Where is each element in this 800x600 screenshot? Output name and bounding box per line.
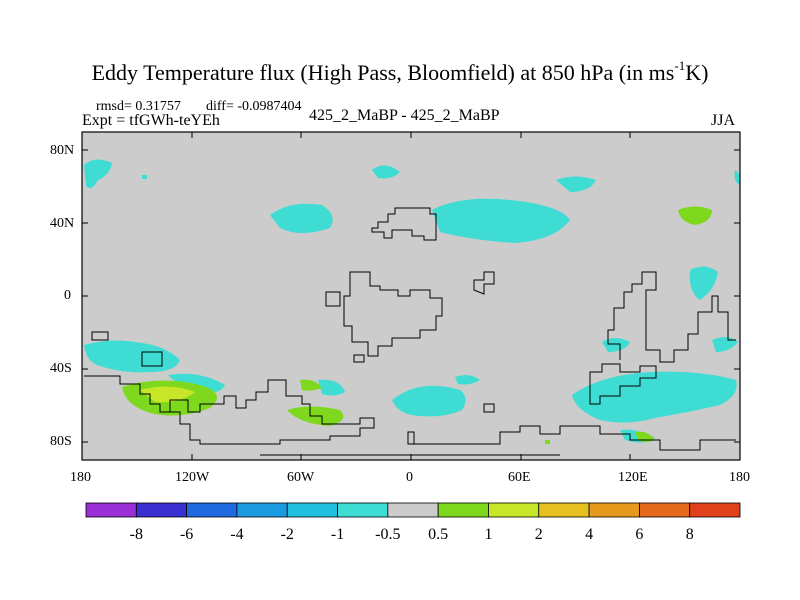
colorbar-box (638, 502, 691, 518)
lon-label-0: 0 (406, 470, 413, 485)
axis-ticks (81, 132, 741, 460)
colorbar-tick-label: 8 (686, 526, 694, 543)
colorbar-tick-label: 4 (585, 526, 593, 543)
colorbar-tick-label: 1 (484, 526, 492, 543)
experiment-label: Expt = tfGWh-teYEh (82, 112, 220, 129)
lon-label-60e: 60E (508, 470, 531, 485)
colorbar-tick-label: 6 (635, 526, 643, 543)
colorbar (85, 502, 741, 518)
colorbar-labels: -8 -6 -4 -2 -1 -0.5 0.5 1 2 4 6 8 (130, 526, 694, 543)
lat-label-40s: 40S (50, 361, 72, 376)
lon-label-120e: 120E (618, 470, 648, 485)
colorbar-tick-label: -6 (180, 526, 193, 543)
colorbar-tick-label: -8 (130, 526, 143, 543)
land-outline (84, 207, 736, 456)
colorbar-box (437, 502, 489, 518)
colorbar-box (286, 502, 338, 518)
lon-label-180e: 180 (729, 470, 750, 485)
colorbar-box (85, 502, 137, 518)
colorbar-box (588, 502, 640, 518)
lat-label-80n: 80N (50, 143, 75, 158)
colorbar-tick-label: -4 (230, 526, 243, 543)
colorbar-box (689, 502, 741, 518)
colorbar-tick-label: -0.5 (375, 526, 400, 543)
colorbar-box (135, 502, 188, 518)
lat-label-80s: 80S (50, 434, 72, 449)
lat-label-eq: 0 (64, 288, 71, 303)
colorbar-box (488, 502, 540, 518)
run-label: 425_2_MaBP - 425_2_MaBP (309, 107, 500, 124)
colorbar-tick-label: -2 (281, 526, 294, 543)
lon-label-120w: 120W (175, 470, 210, 485)
lon-label-60w: 60W (287, 470, 315, 485)
plot-title: Eddy Temperature flux (High Pass, Bloomf… (91, 58, 709, 85)
season-label: JJA (711, 112, 736, 129)
cyan-patches (84, 159, 741, 443)
diff-stat: diff= -0.0987404 (206, 99, 302, 114)
colorbar-box (387, 502, 439, 518)
colorbar-box (337, 502, 389, 518)
colorbar-tick-label: 0.5 (428, 526, 448, 543)
lat-label-40n: 40N (50, 216, 75, 231)
colorbar-tick-label: 2 (535, 526, 543, 543)
lon-label-180w: 180 (70, 470, 91, 485)
rmsd-stat: rmsd= 0.31757 (96, 99, 181, 114)
colorbar-box (186, 502, 238, 518)
colorbar-box (236, 502, 288, 518)
colorbar-box (538, 502, 590, 518)
colorbar-tick-label: -1 (331, 526, 344, 543)
green-patches (122, 206, 712, 444)
